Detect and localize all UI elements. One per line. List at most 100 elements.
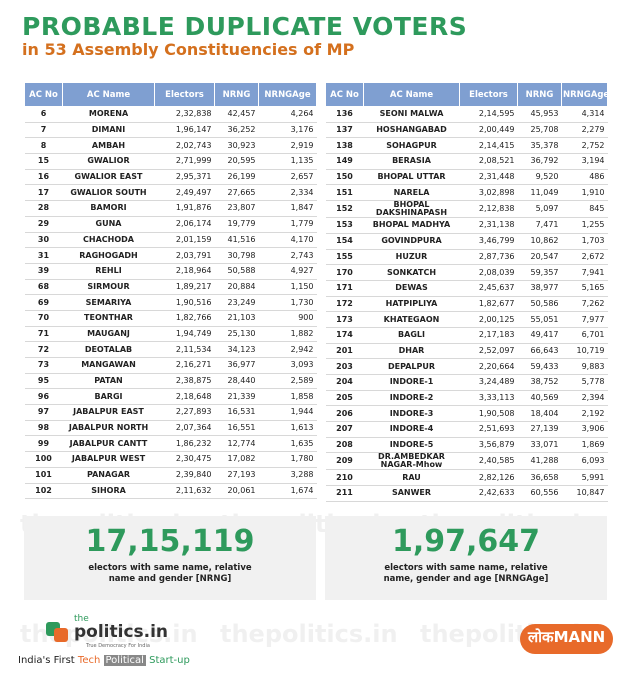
data-table: AC No AC Name Electors NRNG NRNGAge 136 SEONI … (325, 82, 609, 502)
cell: 66,643 (517, 343, 562, 360)
cell: SIHORA (62, 483, 155, 500)
cell: BHOPAL UTTAR (363, 169, 460, 186)
tag-part: Political (103, 655, 146, 666)
cell: GUNA (62, 216, 155, 233)
cell: 70 (24, 310, 63, 327)
cell: 27,193 (214, 467, 259, 484)
cell: 3,02,898 (459, 184, 518, 202)
cell: 36,252 (214, 122, 259, 139)
cell: DEWAS (363, 280, 460, 297)
column-header: AC No (325, 82, 364, 107)
cell: INDORE-2 (363, 390, 460, 407)
column-header: NRNGAge (561, 82, 609, 107)
column-header: Electors (459, 82, 518, 107)
cell: 39 (24, 263, 63, 280)
cell: 1,674 (258, 483, 317, 500)
cell: 1,882 (258, 326, 317, 343)
total-caption: electors with same name, relative name, … (383, 563, 549, 584)
cell: 201 (325, 343, 364, 360)
cell: PANAGAR (62, 467, 155, 484)
cell: 2,18,964 (154, 263, 215, 280)
row: 152 BHOPAL DAKSHINAPASH 2,12,838 5,097 845 (325, 200, 608, 219)
row: 96 BARGI 2,18,648 21,339 1,858 (24, 388, 317, 406)
cell: 207 (325, 421, 364, 438)
cell: 137 (325, 122, 364, 139)
cell: 2,40,585 (459, 452, 518, 471)
cell: 25,130 (214, 326, 259, 343)
cell: 7,471 (517, 217, 562, 234)
cell: 6,093 (561, 452, 608, 471)
cell: 3,288 (258, 467, 317, 484)
cell: DHAR (363, 343, 460, 360)
cell: 2,08,039 (459, 264, 518, 281)
cell: 41,288 (517, 452, 562, 471)
cell: 1,150 (258, 279, 317, 296)
row: 68 SIRMOUR 1,89,217 20,884 1,150 (24, 279, 317, 296)
cell: 11,049 (517, 184, 562, 202)
row: 207 INDORE-4 2,51,693 27,139 3,906 (325, 421, 608, 438)
cell: 17 (24, 184, 63, 202)
brand-en: MANN (553, 628, 606, 646)
cell: 23,807 (214, 200, 259, 217)
cell: 1,91,876 (154, 200, 215, 217)
row: 39 REHLI 2,18,964 50,588 4,927 (24, 263, 317, 280)
row: 28 BAMORI 1,91,876 23,807 1,847 (24, 200, 317, 217)
row: 208 INDORE-5 3,56,879 33,071 1,869 (325, 437, 608, 454)
cell: 2,18,648 (154, 388, 215, 406)
cell: 69 (24, 294, 63, 311)
cell: JABALPUR NORTH (62, 420, 155, 437)
cell: 16,531 (214, 404, 259, 421)
cell: BAGLI (363, 327, 460, 344)
row: 203 DEPALPUR 2,20,664 59,433 9,883 (325, 358, 608, 375)
cell: 172 (325, 296, 364, 313)
cell: 2,20,664 (459, 358, 518, 375)
cell: 151 (325, 184, 364, 202)
cell: 3,24,489 (459, 374, 518, 391)
cell: 20,595 (214, 153, 259, 170)
cell: CHACHODA (62, 232, 155, 249)
cell: INDORE-1 (363, 374, 460, 391)
total: 17,15,119 (85, 524, 255, 559)
cell: 98 (24, 420, 63, 437)
logo-icon (46, 622, 68, 642)
cell: 2,657 (258, 169, 317, 186)
cell: GWALIOR SOUTH (62, 184, 155, 202)
cell: 30,798 (214, 247, 259, 264)
cell: 2,17,183 (459, 327, 518, 344)
cell: 25,708 (517, 122, 562, 139)
row: 97 JABALPUR EAST 2,27,893 16,531 1,944 (24, 404, 317, 421)
row: 31 RAGHOGADH 2,03,791 30,798 2,743 (24, 247, 317, 264)
cell: 208 (325, 437, 364, 454)
logo-tag: True Democracy For India (86, 643, 150, 649)
cell: 6,701 (561, 327, 608, 344)
cell: 203 (325, 358, 364, 375)
watermark: thepolitics.in (220, 620, 398, 648)
cell: 4,170 (258, 232, 317, 249)
cell: 2,01,159 (154, 232, 215, 249)
row: 69 SEMARIYA 1,90,516 23,249 1,730 (24, 294, 317, 311)
cell: 5,778 (561, 374, 608, 391)
header-row: AC No AC Name Electors NRNG NRNGAge (24, 82, 317, 107)
row: 155 HUZUR 2,87,736 20,547 2,672 (325, 249, 608, 266)
cell: SEMARIYA (62, 294, 155, 311)
cell: 2,752 (561, 137, 608, 155)
cell: 3,093 (258, 357, 317, 374)
cell: 27,139 (517, 421, 562, 438)
cell: 21,103 (214, 310, 259, 327)
cell: 171 (325, 280, 364, 297)
cell: 1,869 (561, 437, 608, 454)
row: 98 JABALPUR NORTH 2,07,364 16,551 1,613 (24, 420, 317, 437)
cell: 100 (24, 451, 63, 468)
cell: GWALIOR EAST (62, 169, 155, 186)
cell: SEONI MALWA (363, 106, 460, 123)
cell: 36,658 (517, 469, 562, 487)
column-header: AC Name (62, 82, 155, 107)
row: 101 PANAGAR 2,39,840 27,193 3,288 (24, 467, 317, 484)
row: 174 BAGLI 2,17,183 49,417 6,701 (325, 327, 608, 344)
cell: 486 (561, 169, 608, 186)
brand-hi: लोक (528, 628, 554, 646)
row: 138 SOHAGPUR 2,14,415 35,378 2,752 (325, 137, 608, 155)
row: 211 SANWER 2,42,633 60,556 10,847 (325, 485, 608, 502)
cell: TEONTHAR (62, 310, 155, 327)
cell: 2,394 (561, 390, 608, 407)
